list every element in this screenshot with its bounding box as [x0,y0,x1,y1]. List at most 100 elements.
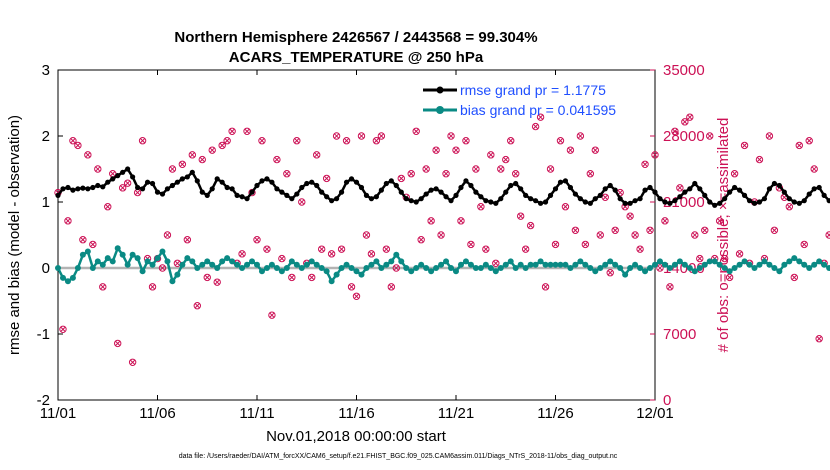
obs-possible-marker [288,273,296,282]
bias-point [632,261,639,268]
obs-assimilated-marker [110,171,116,177]
rmse-point [577,196,583,202]
obs-point [447,132,455,140]
rmse-point [602,186,608,192]
obs-point [188,151,197,159]
rmse-point [468,182,474,189]
obs-assimilated-marker [264,246,270,252]
obs-possible-marker [382,245,391,253]
obs-assimilated-marker [363,232,370,238]
obs-point [362,231,371,239]
obs-assimilated-marker [299,199,305,205]
obs-point [631,231,639,239]
obs-possible-marker [238,250,246,258]
obs-possible-marker [596,231,604,239]
legend-rmse-label: rmse grand pr = 1.1775 [460,82,606,98]
obs-possible-marker [258,137,266,145]
bias-point [418,261,425,268]
obs-point [288,273,296,282]
rmse-point [727,189,733,195]
bias-point [258,268,265,275]
bias-point [731,265,738,271]
obs-assimilated-marker [244,128,250,134]
rmse-point [567,184,574,191]
obs-possible-marker [770,226,779,234]
obs-point [59,325,67,333]
obs-assimilated-marker [463,138,469,144]
obs-possible-marker [377,132,386,140]
rmse-point [582,199,588,205]
rmse-point [537,200,544,206]
obs-point [740,141,749,150]
obs-possible-marker [412,127,420,135]
rmse-point [518,186,524,192]
obs-point [347,283,356,291]
bias-point [497,265,504,271]
rmse-point [239,194,245,200]
bias-point [89,265,96,271]
obs-possible-marker [516,212,525,220]
data-file-footer: data file: /Users/raeder/DAI/ATM_forcXX/… [179,453,618,460]
obs-possible-marker [278,254,286,263]
obs-possible-marker [327,250,336,258]
bias-point [696,265,703,271]
obs-point [706,132,714,140]
obs-point [317,245,326,253]
obs-assimilated-marker [204,274,210,280]
obs-assimilated-marker [135,190,141,196]
obs-possible-marker [362,231,371,239]
rmse-point [299,184,305,191]
obs-assimilated-marker [607,270,613,276]
rmse-point [443,194,449,200]
y-tick-label-right: 0 [663,392,671,409]
rmse-point [105,179,111,185]
obs-assimilated-marker [498,166,504,172]
obs-assimilated-marker [289,274,295,280]
obs-possible-marker [706,132,714,140]
bias-point [517,261,524,268]
obs-point [422,165,430,173]
bias-point [642,268,649,275]
obs-possible-marker [521,245,530,253]
rmse-point [383,180,389,187]
obs-assimilated-marker [483,246,489,252]
bias-point [423,265,430,271]
obs-possible-marker [273,155,281,164]
rmse-point [70,187,76,193]
obs-point [800,240,808,249]
obs-assimilated-marker [334,133,340,139]
rmse-point [627,200,633,206]
rmse-point [314,182,320,189]
obs-possible-marker [541,283,550,291]
obs-point [367,250,376,258]
obs-possible-marker [188,151,197,159]
obs-possible-marker [347,283,356,291]
obs-assimilated-marker [697,256,703,262]
bias-point [114,245,121,252]
bias-point [472,265,479,271]
rmse-point [413,199,419,205]
obs-point [755,155,764,164]
obs-assimilated-marker [826,232,830,238]
obs-assimilated-marker [269,312,275,318]
rmse-point [791,199,797,205]
obs-possible-marker [253,236,261,244]
obs-point [392,264,400,272]
rmse-point [562,178,569,184]
rmse-point [488,199,494,205]
obs-assimilated-marker [353,293,360,299]
obs-possible-marker [317,245,326,253]
obs-assimilated-marker [737,251,743,257]
obs-assimilated-marker [314,152,320,158]
bias-point [532,261,539,268]
rmse-point [334,196,340,202]
obs-assimilated-marker [562,204,569,210]
obs-point [765,132,774,140]
obs-count-series [54,113,830,366]
obs-point [293,137,301,145]
rmse-point [100,184,106,190]
obs-assimilated-marker [319,246,325,252]
obs-possible-marker [293,137,301,145]
obs-point [412,127,420,135]
rmse-point [144,179,151,185]
